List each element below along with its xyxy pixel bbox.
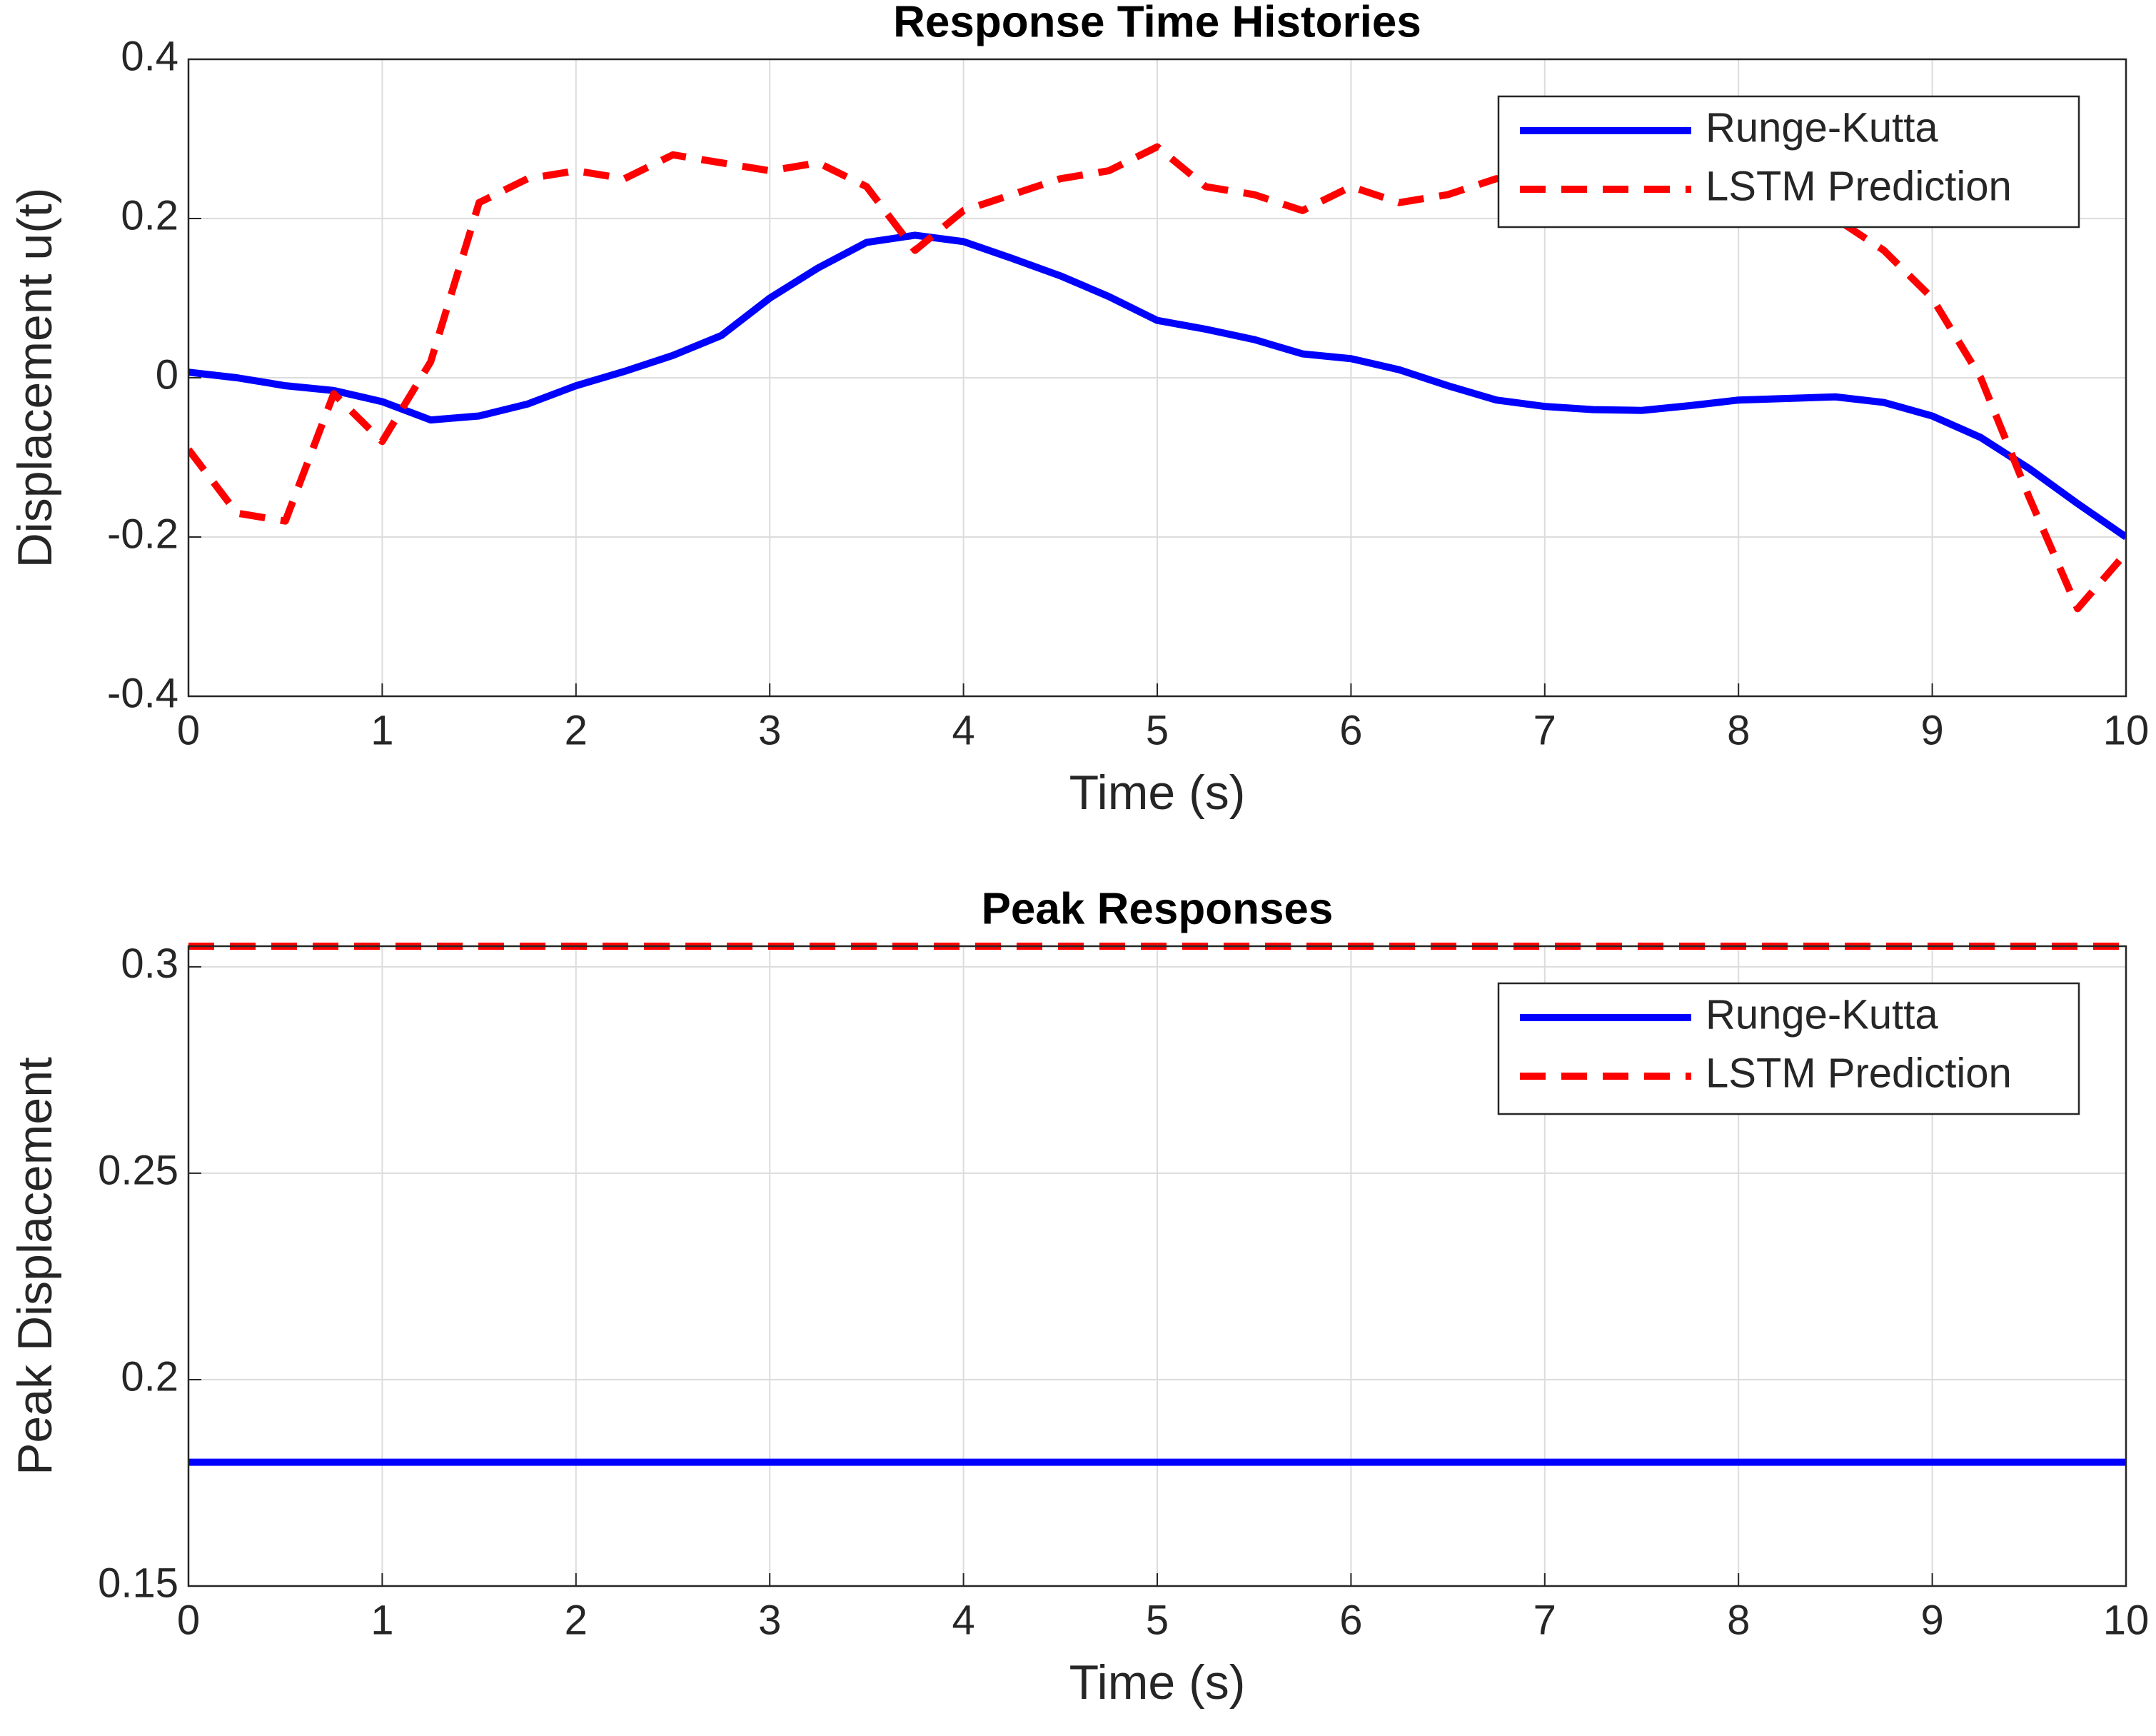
y-tick-label: 0.2 — [121, 1353, 178, 1400]
x-tick-label: 7 — [1533, 1597, 1556, 1643]
x-tick-label: 2 — [565, 1597, 588, 1643]
y-tick-label: 0.4 — [121, 33, 178, 79]
x-axis-label: Time (s) — [1069, 1655, 1246, 1710]
legend-box — [1497, 95, 2080, 229]
y-tick-label: 0.2 — [121, 192, 178, 239]
x-tick-label: 5 — [1146, 707, 1169, 753]
x-tick-label: 3 — [758, 1597, 781, 1643]
x-tick-label: 1 — [371, 707, 393, 753]
axes: 0 1 2 3 4 5 6 7 8 9 10 0.15 0.2 0.25 0.3 Peak Responses… — [8, 884, 2149, 1710]
x-tick-label: 0 — [177, 707, 200, 753]
x-tick-label: 9 — [1920, 707, 1943, 753]
legend-label: Runge-Kutta — [1706, 104, 1938, 151]
y-tick-label: -0.4 — [107, 670, 178, 716]
y-axis-label: Peak Displacement — [8, 1057, 62, 1475]
y-tick-label: 0.15 — [98, 1560, 178, 1606]
x-tick-label: 2 — [565, 707, 588, 753]
x-tick-label: 10 — [2103, 1597, 2150, 1643]
x-tick-label: 7 — [1533, 707, 1556, 753]
y-tick-label: 0.3 — [121, 940, 178, 987]
x-tick-label: 8 — [1727, 707, 1750, 753]
series-line — [188, 143, 2126, 613]
legend-label: LSTM Prediction — [1706, 163, 2012, 209]
legend: Runge-Kutta LSTM Prediction — [1497, 95, 2080, 229]
x-tick-label: 8 — [1727, 1597, 1750, 1643]
y-tick-label: -0.2 — [107, 511, 178, 557]
y-tick-label: 0 — [156, 351, 178, 398]
x-tick-label: 10 — [2103, 707, 2150, 753]
x-tick-label: 6 — [1339, 1597, 1362, 1643]
x-axis-label: Time (s) — [1069, 766, 1246, 820]
x-tick-label: 6 — [1339, 707, 1362, 753]
chart-title: Response Time Histories — [893, 0, 1421, 46]
series-line — [188, 231, 2126, 541]
legend-box — [1497, 982, 2080, 1115]
x-tick-label: 0 — [177, 1597, 200, 1643]
axes-frame — [187, 58, 2127, 698]
legend: Runge-Kutta LSTM Prediction — [1497, 982, 2080, 1115]
x-tick-label: 1 — [371, 1597, 393, 1643]
x-tick-label: 4 — [952, 1597, 974, 1643]
x-tick-label: 4 — [952, 707, 974, 753]
y-tick-label: 0.25 — [98, 1147, 178, 1193]
chart-title: Peak Responses — [982, 884, 1334, 933]
legend-label: LSTM Prediction — [1706, 1050, 2012, 1096]
y-axis-label: Displacement u(t) — [8, 188, 62, 568]
x-tick-label: 9 — [1920, 1597, 1943, 1643]
x-tick-label: 3 — [758, 707, 781, 753]
x-tick-label: 5 — [1146, 1597, 1169, 1643]
legend-label: Runge-Kutta — [1706, 991, 1938, 1038]
axes: 0 1 2 3 4 5 6 7 8 9 10 -0.4 -0.2 0 0.2 0.4 Response Time… — [8, 0, 2149, 820]
axes-frame — [187, 945, 2127, 1587]
